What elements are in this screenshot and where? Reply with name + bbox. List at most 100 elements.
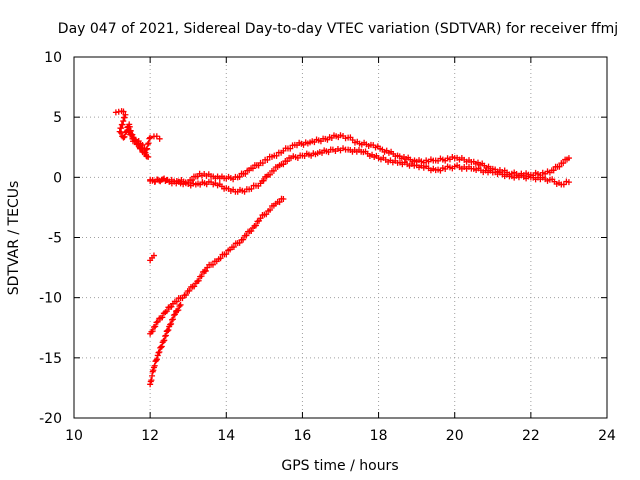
data-point [154, 352, 161, 359]
data-point [161, 337, 168, 344]
data-point [223, 251, 230, 258]
data-point [550, 167, 557, 174]
y-tick-label: 5 [53, 110, 62, 126]
data-point [560, 160, 567, 167]
data-point [264, 156, 271, 163]
data-point [163, 308, 170, 315]
data-point [280, 161, 287, 168]
data-point [565, 179, 572, 186]
data-point [259, 160, 266, 167]
y-axis-label: SDTVAR / TECUs [6, 181, 22, 296]
y-tick-label: -5 [48, 231, 62, 247]
data-point [242, 170, 249, 177]
data-point [168, 320, 175, 327]
axis-ticks: 10 12 14 16 18 20 22 24 -20 -15 -10 -5 0 5 10 [39, 50, 616, 444]
x-axis-label: GPS time / hours [281, 458, 398, 474]
data-point [186, 287, 193, 294]
data-point [145, 140, 152, 147]
data-point [118, 121, 125, 128]
data-point [169, 316, 176, 323]
data-point [236, 173, 243, 180]
x-tick-label: 20 [446, 428, 464, 444]
data-point [183, 291, 190, 298]
x-tick-label: 22 [522, 428, 540, 444]
data-point [150, 252, 157, 259]
data-point [159, 314, 166, 321]
data-point [257, 215, 264, 222]
data-point [146, 135, 153, 142]
data-point [121, 133, 128, 140]
data-point [144, 145, 151, 152]
data-point [171, 311, 178, 318]
data-point [156, 135, 163, 142]
data-point [152, 323, 159, 330]
data-point [153, 356, 160, 363]
grid-lines [74, 57, 607, 418]
data-point [263, 211, 270, 218]
data-point [177, 301, 184, 308]
y-tick-label: -10 [39, 291, 62, 307]
data-point [151, 362, 158, 369]
data-points [112, 108, 572, 388]
data-point [153, 357, 160, 364]
data-point [165, 327, 172, 334]
y-tick-label: 0 [53, 170, 62, 186]
data-point [162, 332, 169, 339]
data-point [120, 114, 127, 121]
data-point [147, 134, 154, 141]
data-point [249, 165, 256, 172]
data-point [287, 145, 294, 152]
data-point [248, 185, 255, 192]
data-point [120, 118, 127, 125]
data-point [120, 134, 127, 141]
plot-frame [73, 56, 608, 419]
data-point [155, 349, 162, 356]
data-point [136, 144, 143, 151]
data-point [236, 239, 243, 246]
data-point [176, 303, 183, 310]
data-point [243, 232, 250, 239]
x-tick-label: 24 [598, 428, 616, 444]
data-point [273, 152, 280, 159]
y-tick-label: 10 [44, 50, 62, 66]
x-tick-label: 14 [217, 428, 235, 444]
data-point [565, 155, 572, 162]
data-point [191, 283, 198, 290]
data-point [284, 158, 291, 165]
data-point [143, 146, 150, 153]
data-point [144, 141, 151, 148]
y-tick-label: -15 [39, 351, 62, 367]
data-point [198, 273, 205, 280]
data-point [240, 236, 247, 243]
data-point [260, 177, 267, 184]
data-point [217, 255, 224, 262]
data-point [160, 337, 167, 344]
data-point [139, 141, 146, 148]
data-point [156, 349, 163, 356]
data-point [120, 108, 127, 115]
data-point [202, 267, 209, 274]
data-point [175, 307, 182, 314]
data-point [149, 328, 156, 335]
chart-title: Day 047 of 2021, Sidereal Day-to-day VTE… [58, 21, 618, 37]
data-point [158, 343, 165, 350]
data-point [276, 199, 283, 206]
data-point [230, 244, 237, 251]
data-point [162, 333, 169, 340]
data-point [189, 177, 196, 184]
y-tick-label: -20 [39, 411, 62, 427]
data-point [164, 327, 171, 334]
data-point [209, 261, 216, 268]
data-point [556, 163, 563, 170]
data-point [248, 227, 255, 234]
data-point [168, 303, 175, 310]
data-point [267, 171, 274, 178]
data-point [280, 195, 287, 202]
x-tick-label: 10 [65, 428, 83, 444]
data-point [270, 167, 277, 174]
x-tick-label: 12 [141, 428, 159, 444]
data-point [173, 298, 180, 305]
data-point [252, 222, 259, 229]
data-point [154, 318, 161, 325]
